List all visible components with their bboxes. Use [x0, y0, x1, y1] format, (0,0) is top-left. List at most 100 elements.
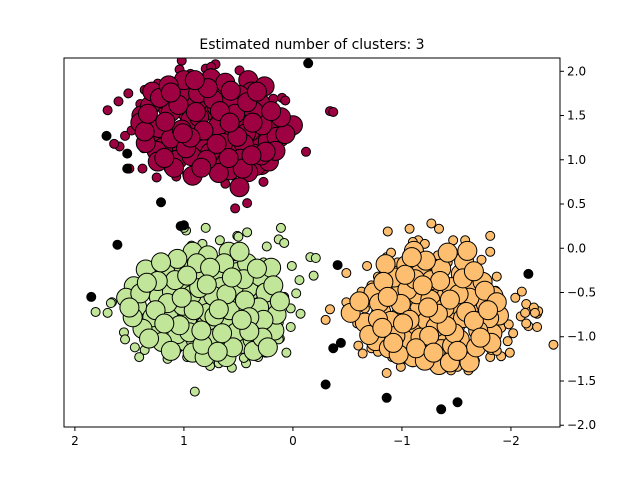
noise-point: [122, 148, 133, 159]
noise-point: [320, 379, 331, 390]
cluster-2-core-point: [372, 317, 393, 338]
cluster-3-core-point: [136, 272, 157, 293]
noise-point: [86, 291, 97, 302]
cluster-2-edge-point: [516, 286, 527, 297]
cluster-3-edge-point: [294, 275, 305, 286]
cluster-2-edge-point: [529, 307, 540, 318]
cluster-2-core-point: [457, 240, 478, 261]
cluster-1-edge-point: [230, 203, 241, 214]
cluster-3-edge-point: [200, 222, 211, 233]
noise-point: [452, 397, 463, 408]
y-tick-label: −2.0: [567, 418, 596, 432]
cluster-2-edge-point: [404, 223, 415, 234]
cluster-2-core-point: [375, 254, 396, 275]
cluster-2-edge-point: [532, 322, 543, 333]
cluster-1-edge-point: [137, 163, 148, 174]
cluster-3-edge-point: [105, 298, 116, 309]
cluster-2-edge-point: [324, 304, 335, 315]
cluster-2-edge-point: [357, 348, 368, 359]
cluster-3-edge-point: [120, 334, 131, 345]
cluster-1-edge-point: [242, 198, 253, 209]
cluster-3-core-point: [154, 313, 175, 334]
cluster-3-core-point: [221, 267, 242, 288]
cluster-1-core-point: [229, 177, 250, 198]
noise-point: [335, 337, 346, 348]
cluster-3-core-point: [257, 337, 278, 358]
cluster-1-core-point: [172, 123, 193, 144]
cluster-3-edge-point: [102, 307, 113, 318]
cluster-1-edge-point: [123, 88, 134, 99]
noise-point: [122, 163, 133, 174]
cluster-3-edge-point: [134, 352, 145, 363]
cluster-1-edge-point: [102, 105, 113, 116]
cluster-1-edge-point: [109, 138, 120, 149]
cluster-3-edge-point: [308, 270, 319, 281]
y-tick-label: −0.5: [567, 285, 596, 299]
cluster-3-core-point: [208, 299, 229, 320]
x-tick-label: 0: [289, 434, 297, 448]
cluster-2-core-point: [437, 242, 458, 263]
cluster-3-core-point: [200, 257, 221, 278]
x-tick-label: −1: [393, 434, 411, 448]
noise-point: [523, 268, 534, 279]
cluster-2-edge-point: [485, 246, 496, 257]
cluster-2-core-point: [470, 327, 491, 348]
cluster-2-edge-point: [504, 347, 515, 358]
cluster-3-edge-point: [233, 231, 244, 242]
cluster-3-core-point: [139, 328, 160, 349]
noise-point: [381, 392, 392, 403]
cluster-2-edge-point: [341, 268, 352, 279]
cluster-3-edge-point: [279, 237, 290, 248]
cluster-2-core-point: [430, 270, 451, 291]
cluster-1-core-point: [242, 112, 263, 133]
cluster-2-edge-point: [485, 230, 496, 241]
noise-point: [112, 239, 123, 250]
cluster-1-core-point: [160, 82, 181, 103]
cluster-3-core-point: [151, 252, 172, 273]
cluster-2-edge-point: [426, 218, 437, 229]
cluster-2-core-point: [412, 275, 433, 296]
cluster-3-core-point: [269, 291, 290, 312]
y-tick-label: 0.0: [567, 241, 586, 255]
noise-point: [436, 404, 447, 415]
cluster-2-core-point: [423, 342, 444, 363]
cluster-1-edge-point: [120, 130, 131, 141]
cluster-3-edge-point: [281, 347, 292, 358]
cluster-1-core-point: [155, 111, 176, 132]
cluster-2-edge-point: [508, 328, 519, 339]
axes-layer: 2 1 0 −1 −2 2.0 1.5 1.0 0.5 0.0 −0.5 −1.0 −1.5 −2.0: [63, 57, 596, 448]
cluster-2-core-point: [395, 264, 416, 285]
cluster-3-core-point: [119, 297, 140, 318]
cluster-3-core-point: [246, 258, 267, 279]
cluster-2-core-point: [406, 338, 427, 359]
cluster-1-core-point: [219, 112, 240, 133]
cluster-2-edge-point: [353, 340, 364, 351]
x-tick-label: 1: [180, 434, 188, 448]
y-tick-label: 2.0: [567, 64, 586, 78]
cluster-1-edge-point: [113, 96, 124, 107]
cluster-1-edge-point: [280, 95, 291, 106]
x-tick-label: 2: [71, 434, 79, 448]
cluster-3-edge-point: [214, 235, 225, 246]
cluster-1-core-point: [184, 70, 205, 91]
cluster-3-core-point: [231, 309, 252, 330]
cluster-1-core-point: [191, 157, 212, 178]
cluster-2-core-point: [377, 286, 398, 307]
cluster-1-edge-point: [151, 172, 162, 183]
y-tick-label: −1.5: [567, 374, 596, 388]
cluster-3-core-point: [229, 241, 250, 262]
cluster-1-core-point: [261, 101, 282, 122]
cluster-1-core-point: [185, 101, 206, 122]
cluster-3-core-point: [167, 248, 188, 269]
cluster-3-edge-point: [295, 308, 306, 319]
noise-point: [332, 260, 343, 271]
cluster-1-edge-point: [176, 58, 187, 66]
cluster-1-core-point: [134, 121, 155, 142]
cluster-3-edge-point: [291, 288, 302, 299]
cluster-2-edge-point: [382, 226, 393, 237]
cluster-3-edge-point: [285, 322, 296, 333]
cluster-1-core-point: [154, 147, 175, 168]
cluster-3-core-point: [234, 290, 255, 311]
cluster-3-edge-point: [275, 222, 286, 233]
